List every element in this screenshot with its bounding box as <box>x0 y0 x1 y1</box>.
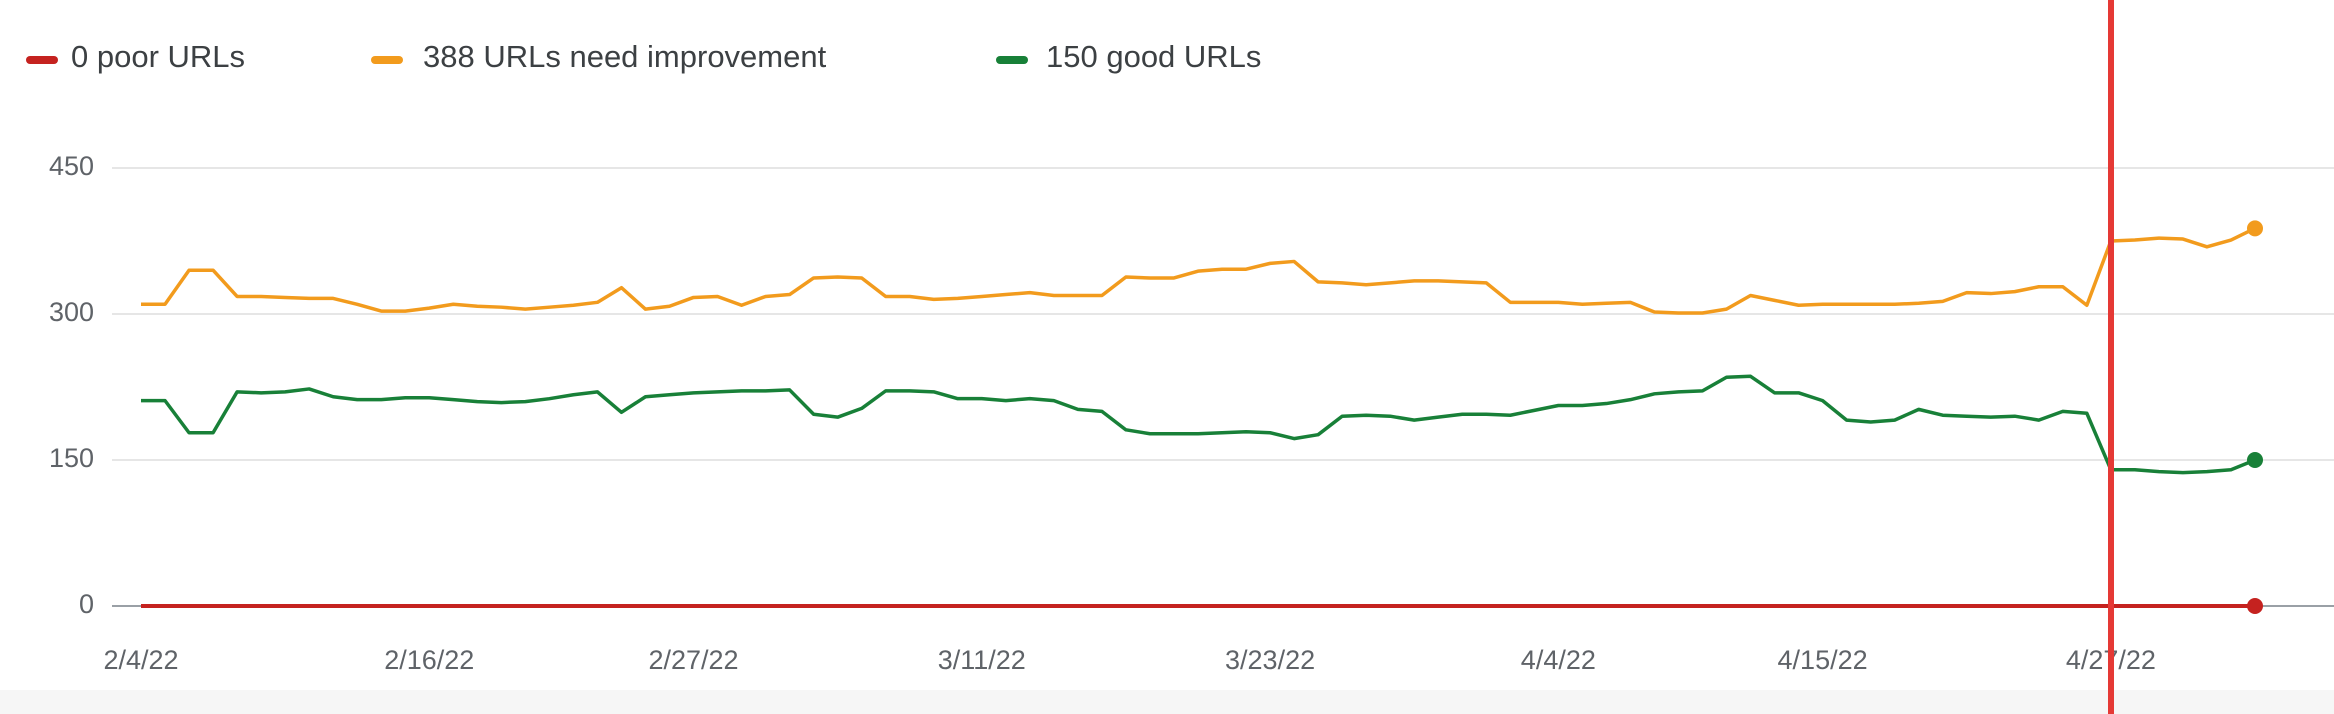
end-point <box>2247 220 2263 237</box>
y-tick-label: 450 <box>49 151 94 181</box>
end-point <box>2247 598 2263 614</box>
x-tick-label: 2/27/22 <box>648 645 738 675</box>
y-tick-label: 300 <box>49 297 94 327</box>
x-tick-label: 3/23/22 <box>1225 645 1315 675</box>
footer-shade <box>0 690 2334 714</box>
x-tick-label: 4/4/22 <box>1521 645 1596 675</box>
x-tick-label: 4/15/22 <box>1778 645 1868 675</box>
x-tick-label: 2/16/22 <box>384 645 474 675</box>
y-tick-label: 150 <box>49 443 94 473</box>
plot: 0 150 300 450 2/4/22 2/16/22 2/27/22 3/11/22 3/2… <box>26 39 2334 675</box>
series-line <box>141 374 2256 475</box>
end-point <box>2247 452 2263 468</box>
x-tick-label: 2/4/22 <box>103 645 178 675</box>
x-tick-label: 3/11/22 <box>938 645 1026 675</box>
legend-label: 0 poor URLs <box>71 39 245 74</box>
legend-label: 388 URLs need improvement <box>423 39 827 74</box>
legend-label: 150 good URLs <box>1046 39 1261 74</box>
series-line <box>141 226 2256 315</box>
y-tick-label: 0 <box>79 589 94 619</box>
